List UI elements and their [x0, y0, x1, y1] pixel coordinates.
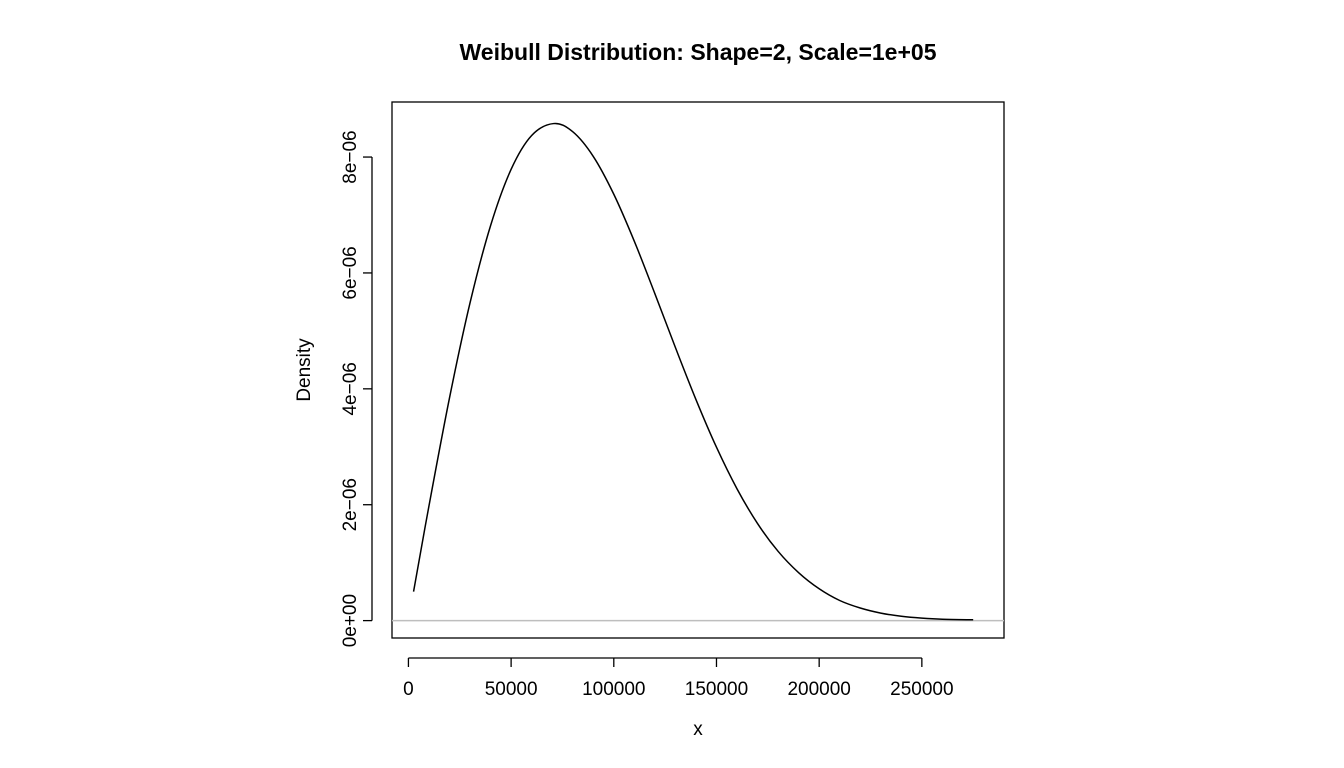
- y-axis: 0e+00 2e−06 4e−06 6e−06 8e−06: [340, 130, 373, 647]
- x-tick-label: 100000: [582, 679, 645, 700]
- x-axis-label: x: [693, 719, 703, 740]
- y-tick-label: 0e+00: [340, 594, 361, 647]
- x-axis: 0 50000 100000 150000 200000 250000: [403, 657, 954, 700]
- x-tick-label: 50000: [485, 679, 538, 700]
- plot-area-frame: [391, 101, 1005, 639]
- x-tick-label: 150000: [685, 679, 748, 700]
- y-tick-label: 4e−06: [340, 362, 361, 415]
- x-tick-label: 250000: [890, 679, 953, 700]
- chart-title: Weibull Distribution: Shape=2, Scale=1e+…: [460, 39, 937, 65]
- density-curve: [412, 122, 974, 621]
- x-tick-label: 0: [403, 679, 414, 700]
- y-tick-label: 8e−06: [340, 130, 361, 183]
- y-tick-label: 6e−06: [340, 246, 361, 299]
- x-tick-label: 200000: [787, 679, 850, 700]
- y-tick-label: 2e−06: [340, 478, 361, 531]
- y-axis-label: Density: [294, 338, 315, 402]
